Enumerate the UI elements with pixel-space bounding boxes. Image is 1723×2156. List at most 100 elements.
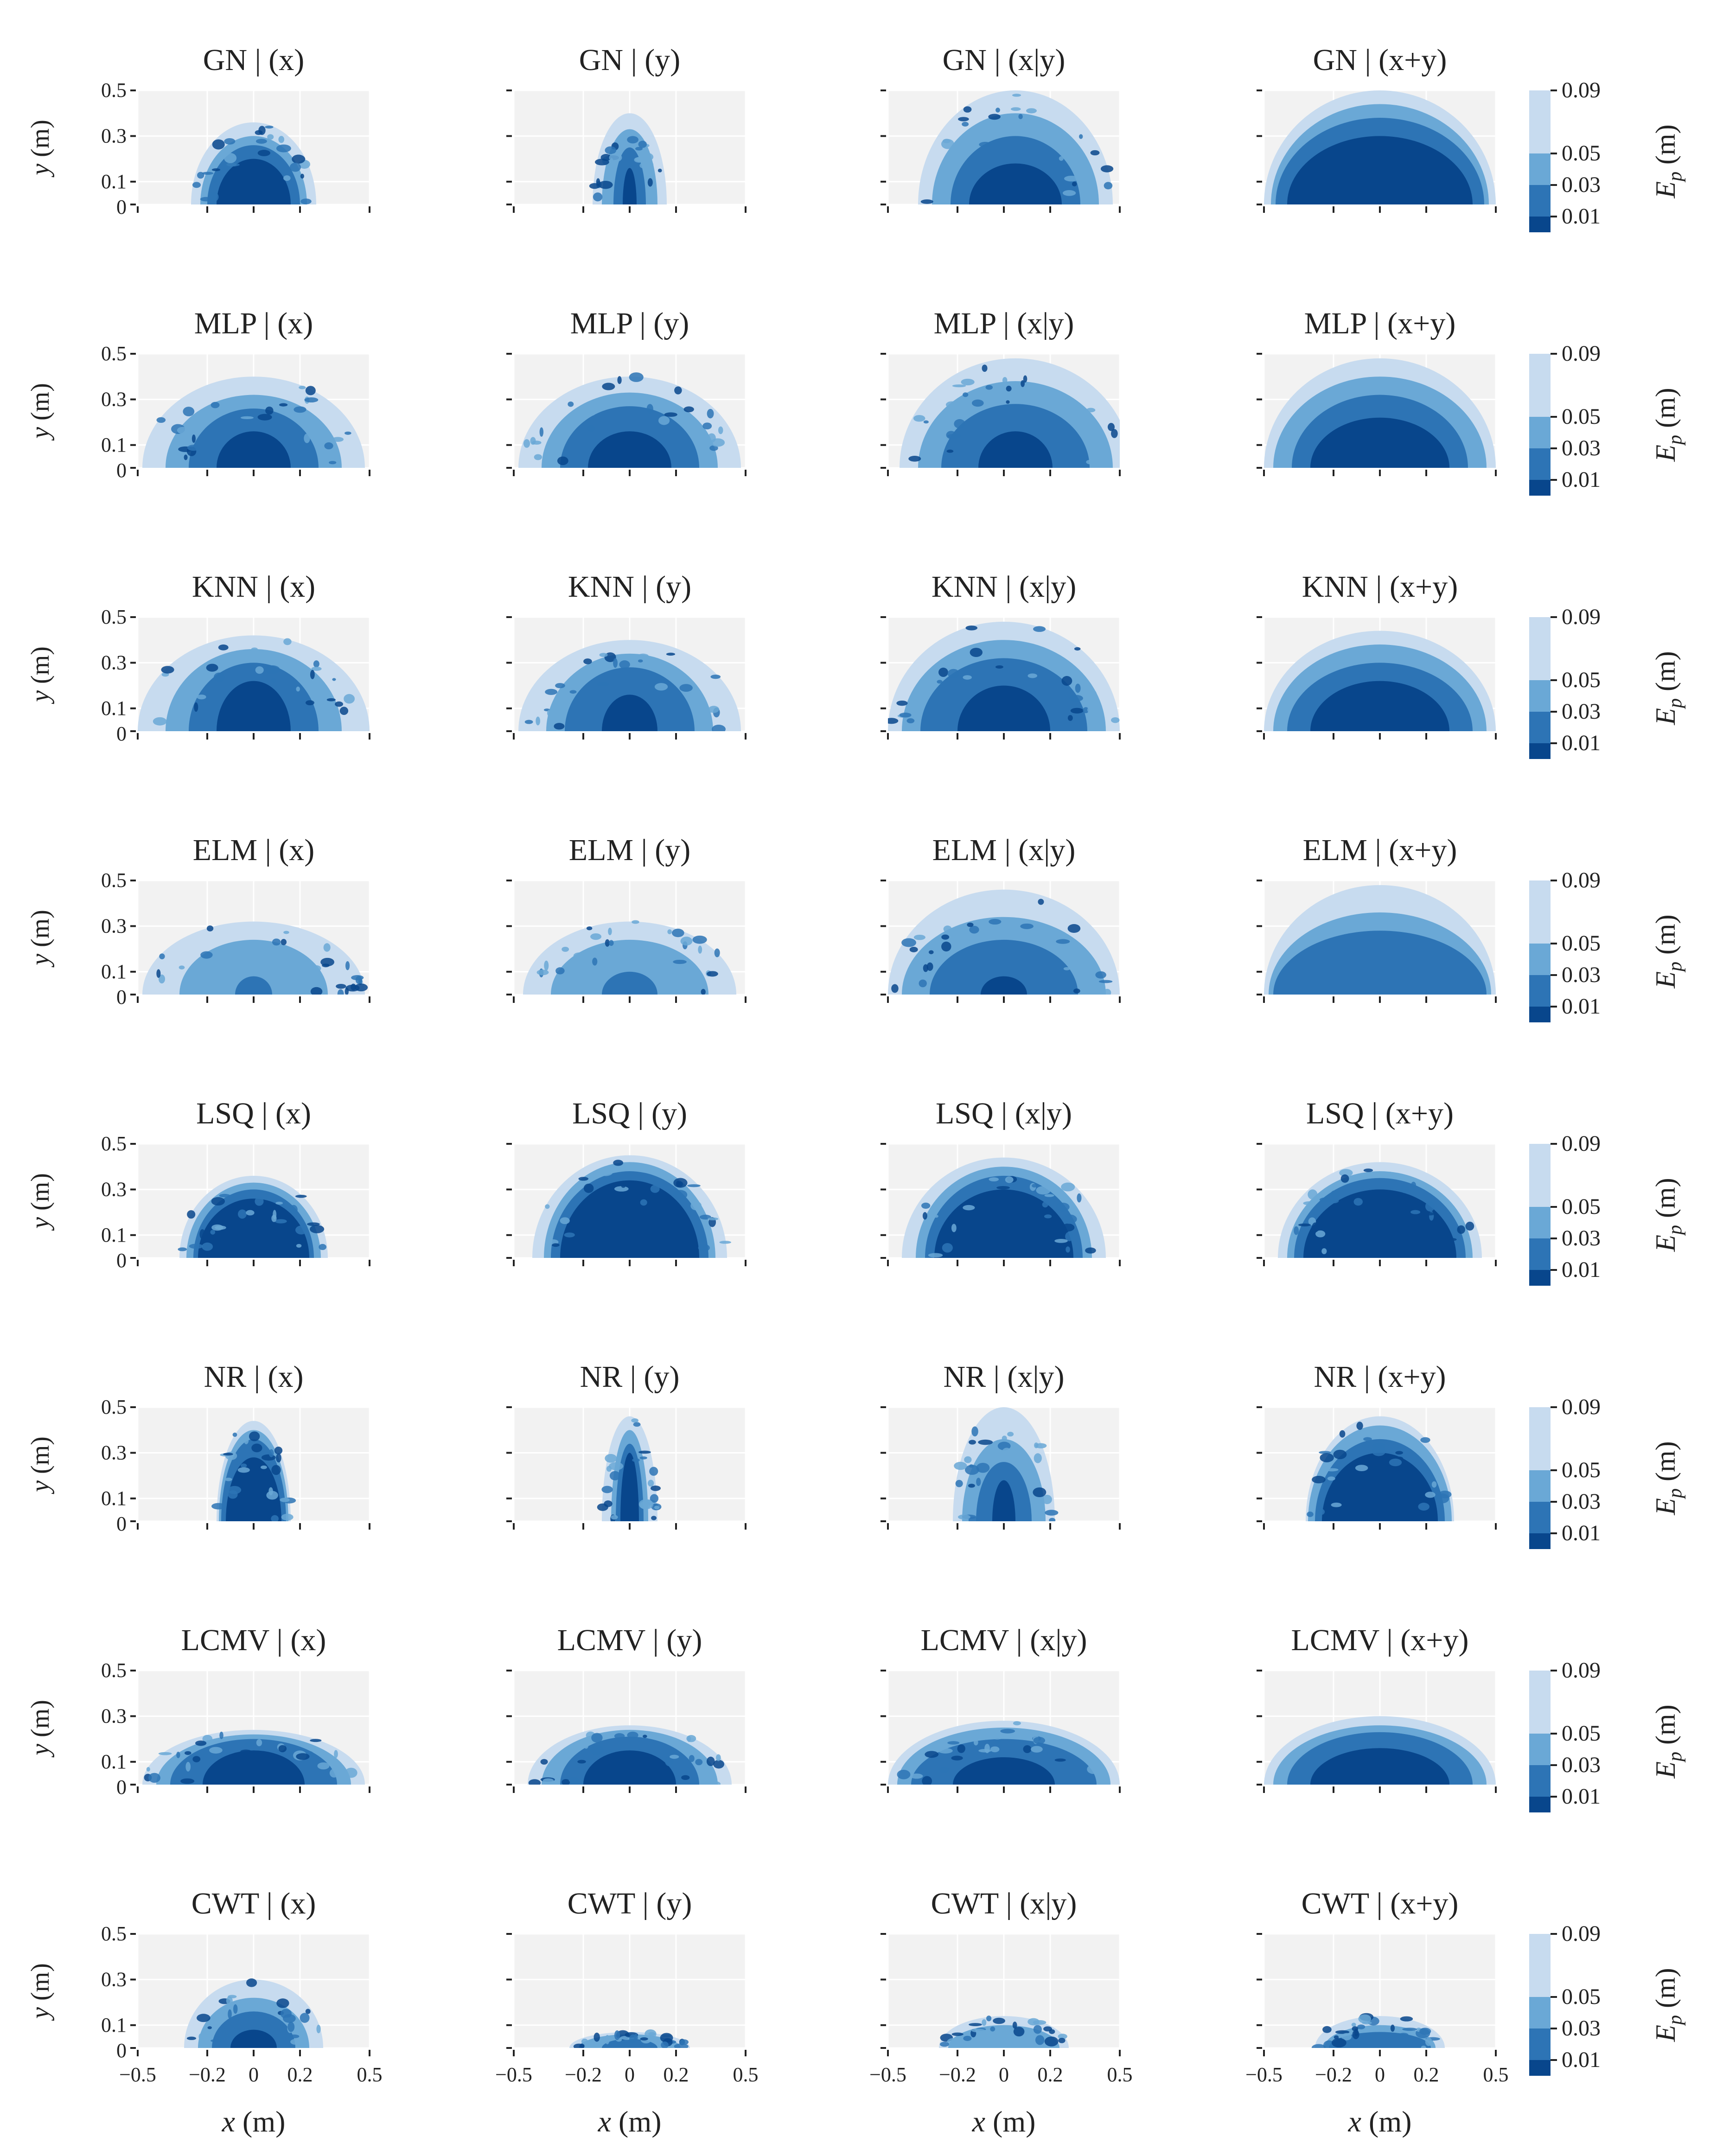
- panel-nr-1: NR | (y): [506, 1360, 747, 1530]
- contour-speckle: [1044, 2036, 1059, 2047]
- contour-speckle: [1073, 988, 1080, 994]
- contour-speckle: [657, 168, 662, 172]
- contour-speckle: [1056, 1202, 1070, 1212]
- contour-speckle: [213, 672, 225, 682]
- contour-speckle: [202, 1735, 213, 1743]
- contour-level-0: [198, 1199, 309, 1258]
- colorbar-segment: [1529, 1207, 1551, 1238]
- colorbar: 0.01 0.03 0.05 0.09 Ep (m): [1529, 1395, 1686, 1549]
- contour-speckle: [664, 412, 677, 417]
- contour-speckle: [323, 943, 331, 952]
- contour-speckle: [324, 442, 333, 450]
- contour-speckle: [559, 1753, 570, 1756]
- contour-speckle: [713, 1760, 725, 1769]
- contour-speckle: [304, 433, 310, 443]
- contour-speckle: [290, 2039, 300, 2045]
- contour-speckle: [255, 666, 264, 674]
- contour-speckle: [1098, 980, 1113, 983]
- contour-level-0: [1310, 417, 1449, 468]
- contour-speckle: [1322, 2026, 1332, 2033]
- contour-speckle: [602, 383, 615, 390]
- contour-speckle: [913, 934, 925, 940]
- contour-speckle: [957, 1744, 965, 1753]
- contour-speckle: [1077, 1193, 1082, 1203]
- contour-speckle: [212, 139, 225, 150]
- contour-speckle: [605, 2035, 610, 2045]
- contour-speckle: [274, 1446, 283, 1454]
- contour-speckle: [260, 1465, 267, 1469]
- contour-speckle: [311, 666, 322, 671]
- contour-speckle: [1007, 1432, 1014, 1437]
- contour-speckle: [271, 678, 276, 683]
- contour-speckle: [158, 1752, 172, 1755]
- colorbar-tick-label: 0.01: [1562, 731, 1601, 755]
- contour-speckle: [278, 1745, 287, 1753]
- contour-group: [178, 1175, 328, 1258]
- contour-speckle: [1111, 429, 1118, 438]
- contour-speckle: [1090, 463, 1102, 467]
- contour-speckle: [304, 397, 319, 402]
- contour-speckle: [654, 683, 668, 691]
- colorbar-tick-label: 0.09: [1562, 605, 1601, 629]
- contour-speckle: [632, 1458, 640, 1462]
- contour-group: [138, 635, 370, 731]
- contour-speckle: [202, 172, 214, 175]
- contour-speckle: [289, 162, 301, 172]
- contour-speckle: [1054, 1239, 1068, 1243]
- contour-speckle: [186, 2036, 197, 2040]
- panel-title: CWT | (y): [568, 1887, 692, 1920]
- contour-speckle: [1080, 1752, 1092, 1759]
- contour-speckle: [934, 438, 941, 442]
- contour-speckle: [583, 658, 592, 664]
- panel-nr-0: 0.5 0.3 0.10 NR | (x) y (m): [26, 1360, 370, 1535]
- contour-speckle: [568, 1777, 579, 1783]
- panel-title: GN | (x+y): [1313, 43, 1447, 77]
- contour-speckle: [942, 1243, 953, 1253]
- contour-speckle: [901, 938, 916, 947]
- contour-speckle: [523, 439, 530, 448]
- contour-level-0: [957, 685, 1050, 731]
- contour-speckle: [1308, 1189, 1318, 1200]
- contour-group: [939, 2016, 1069, 2048]
- contour-speckle: [604, 198, 613, 204]
- contour-speckle: [200, 197, 212, 202]
- contour-speckle: [1107, 423, 1115, 431]
- contour-speckle: [1340, 1174, 1349, 1183]
- contour-speckle: [614, 1733, 625, 1739]
- contour-speckle: [925, 1751, 939, 1758]
- contour-speckle: [192, 1756, 201, 1762]
- y-axis-label: y (m): [26, 1700, 55, 1758]
- contour-speckle: [598, 1167, 613, 1176]
- contour-speckle: [645, 2029, 657, 2039]
- contour-speckle: [1457, 1225, 1465, 1234]
- panel-cwt-1: −0.5 −0.2 0 0.2 0.5 CWT | (y) x (m): [495, 1887, 758, 2138]
- y-tick-label: 0.3: [101, 1704, 127, 1727]
- y-tick-label: 0.5: [101, 1132, 127, 1155]
- contour-speckle: [1389, 1458, 1402, 1467]
- contour-speckle: [1410, 1181, 1417, 1189]
- contour-speckle: [596, 178, 600, 186]
- contour-speckle: [265, 406, 274, 415]
- contour-speckle: [688, 981, 702, 985]
- contour-speckle: [629, 372, 644, 382]
- contour-speckle: [294, 406, 306, 413]
- contour-speckle: [593, 2032, 600, 2042]
- contour-speckle: [299, 386, 306, 389]
- contour-group: [1264, 885, 1496, 995]
- colorbar: 0.01 0.03 0.05 0.09 Ep (m): [1529, 1921, 1686, 2076]
- contour-speckle: [568, 401, 574, 407]
- y-tick-label: 0.3: [101, 388, 127, 410]
- colorbar-tick-label: 0.03: [1562, 436, 1601, 460]
- contour-speckle: [584, 1742, 589, 1749]
- contour-speckle: [184, 454, 188, 460]
- contour-speckle: [1042, 1494, 1052, 1505]
- contour-speckle: [1079, 134, 1083, 139]
- colorbar-segment: [1529, 944, 1551, 975]
- contour-speckle: [1079, 174, 1093, 178]
- contour-speckle: [300, 173, 304, 179]
- contour-speckle: [590, 403, 600, 407]
- contour-speckle: [228, 1486, 242, 1494]
- contour-speckle: [941, 934, 950, 940]
- contour-speckle: [283, 931, 289, 934]
- contour-speckle: [557, 456, 568, 466]
